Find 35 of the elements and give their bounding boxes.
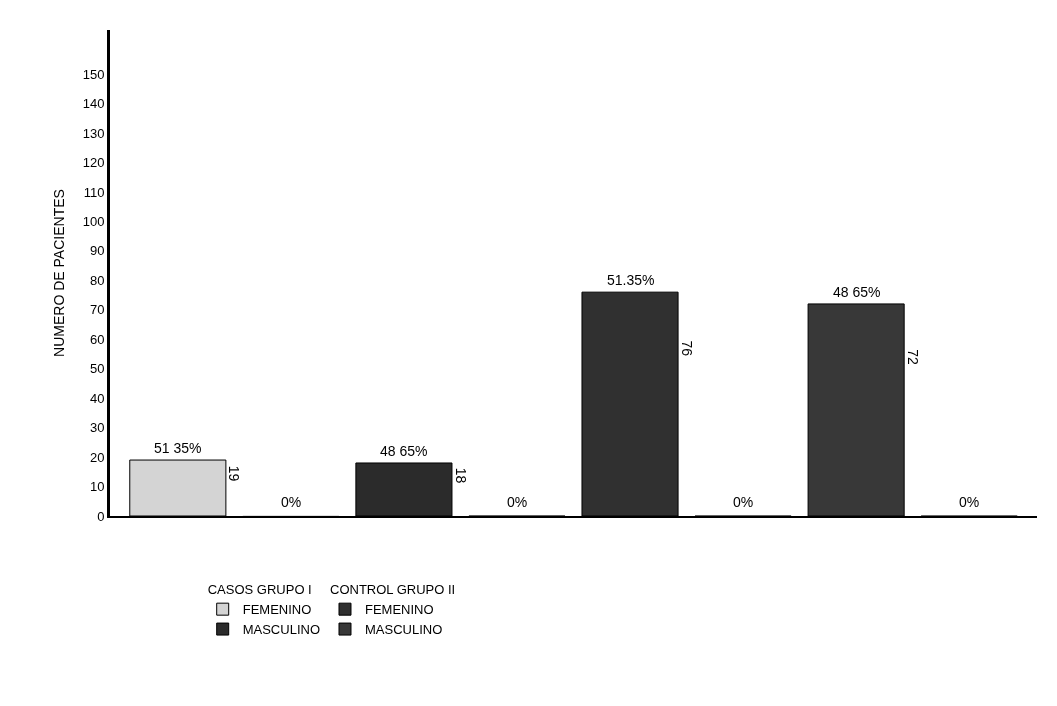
y-axis-title: NUMERO DE PACIENTES xyxy=(51,189,68,357)
y-tick-label: 30 xyxy=(89,420,105,436)
data-label: 18 xyxy=(452,467,469,484)
data-label: 19 xyxy=(226,465,243,482)
annotation: 51.35% xyxy=(607,272,655,288)
annotation: 51 35% xyxy=(154,440,202,456)
annotation: 48 65% xyxy=(380,443,428,459)
y-tick-label: 20 xyxy=(89,449,105,465)
y-tick-label: 0 xyxy=(97,508,105,524)
data-label: 72 xyxy=(904,349,921,366)
y-tick-label: 50 xyxy=(89,361,105,377)
y-tick-label: 10 xyxy=(89,479,105,495)
data-label: 0% xyxy=(507,494,528,510)
y-tick-label: 150 xyxy=(82,66,105,82)
y-tick-label: 120 xyxy=(82,155,105,171)
y-tick-label: 130 xyxy=(82,125,105,141)
legend-label: MASCULINO xyxy=(365,622,443,638)
legend-label: MASCULINO xyxy=(242,622,320,638)
y-tick-label: 90 xyxy=(89,243,105,259)
y-tick-label: 80 xyxy=(89,272,105,288)
y-tick-label: 60 xyxy=(89,331,105,347)
data-label: 0% xyxy=(281,494,302,510)
data-label: 76 xyxy=(678,340,695,357)
y-tick-label: 140 xyxy=(82,96,105,112)
legend-label: FEMENINO xyxy=(242,602,312,618)
y-tick-label: 100 xyxy=(82,214,105,229)
text: CASOS GRUPO I xyxy=(207,582,312,598)
text: CONTROL GRUPO II xyxy=(330,582,456,598)
y-tick-label: 40 xyxy=(89,390,105,406)
y-tick-label: 70 xyxy=(89,302,105,318)
y-tick-label: 110 xyxy=(83,184,105,200)
annotation: 48 65% xyxy=(833,284,881,300)
data-label: 0% xyxy=(959,494,980,510)
legend-label: FEMENINO xyxy=(365,602,434,618)
data-label: 0% xyxy=(733,494,754,510)
